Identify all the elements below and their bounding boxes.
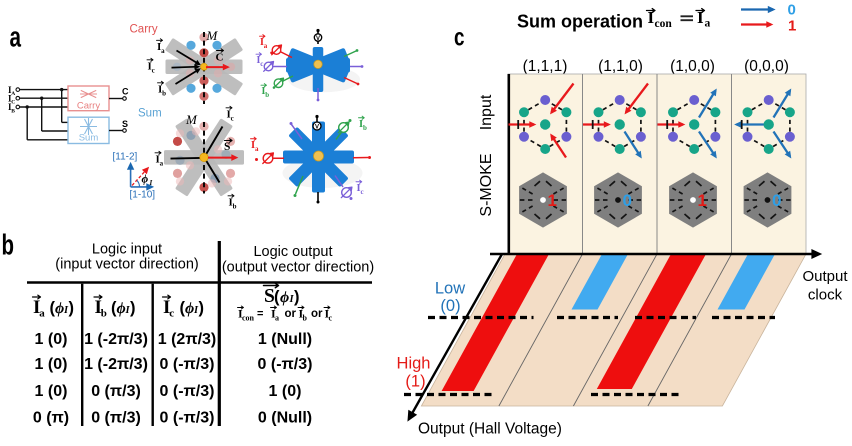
svg-text:[11-2]: [11-2] [113, 152, 138, 163]
svg-text:b: b [265, 91, 269, 99]
svg-text:a: a [275, 313, 279, 322]
svg-text:a: a [161, 47, 165, 55]
svg-text:): ) [199, 299, 205, 317]
svg-text:c: c [152, 67, 155, 75]
svg-text:1: 1 [548, 191, 557, 210]
svg-text:c: c [329, 313, 333, 322]
svg-text:ϕ: ϕ [280, 289, 289, 306]
svg-text:b: b [303, 313, 308, 322]
svg-text:(1,1,1): (1,1,1) [523, 58, 568, 75]
svg-text:Carry: Carry [77, 101, 100, 112]
svg-text:Output (Hall Voltage): Output (Hall Voltage) [418, 421, 562, 438]
svg-text:con: con [655, 18, 673, 30]
svg-text:Carry: Carry [130, 24, 158, 36]
svg-text:0: 0 [623, 191, 632, 210]
svg-text:1 (0): 1 (0) [35, 356, 68, 373]
svg-text:0 (-π/3): 0 (-π/3) [160, 383, 215, 400]
svg-text:(1,1,0): (1,1,0) [598, 58, 643, 75]
svg-text:Output: Output [802, 268, 848, 285]
svg-text:=: = [257, 308, 263, 320]
svg-text:b: b [363, 124, 367, 132]
svg-text:ϕ: ϕ [142, 174, 149, 186]
svg-text:0 (π/3): 0 (π/3) [91, 383, 141, 400]
svg-text:Logic output: Logic output [253, 244, 332, 260]
svg-text:(input vector direction): (input vector direction) [55, 257, 198, 273]
svg-text:1: 1 [698, 191, 707, 210]
svg-text:(0,0,0): (0,0,0) [744, 58, 789, 75]
svg-text:0: 0 [788, 2, 796, 19]
svg-text:): ) [69, 299, 75, 317]
svg-text:0 (π/3): 0 (π/3) [91, 409, 141, 426]
svg-text:1 (Null): 1 (Null) [258, 331, 312, 348]
svg-text:High: High [397, 355, 431, 373]
svg-text:1 (-2π/3): 1 (-2π/3) [84, 356, 148, 373]
svg-text:(1): (1) [405, 373, 425, 391]
svg-text:[1-10]: [1-10] [130, 190, 156, 201]
svg-text:0 (Null): 0 (Null) [258, 409, 312, 426]
svg-text:): ) [130, 299, 136, 317]
svg-text:c: c [454, 24, 465, 52]
svg-text:a: a [39, 308, 45, 320]
svg-text:c: c [360, 188, 363, 196]
svg-text:C: C [216, 52, 224, 64]
svg-text:C: C [11, 100, 15, 106]
svg-text:Sum: Sum [79, 133, 99, 144]
svg-text:B: B [11, 109, 15, 115]
svg-text:M: M [206, 28, 219, 43]
svg-text:1: 1 [788, 17, 796, 34]
svg-text:ϕ: ϕ [185, 300, 194, 317]
svg-text:Sum operation: Sum operation [517, 12, 643, 32]
svg-text:ϕ: ϕ [117, 300, 126, 317]
svg-text:b: b [233, 203, 237, 211]
svg-text:0 (-π/3): 0 (-π/3) [160, 356, 215, 373]
svg-text:b: b [162, 90, 166, 98]
svg-text:1 (2π/3): 1 (2π/3) [158, 331, 217, 348]
svg-text:V: V [315, 125, 319, 131]
svg-text:A: A [11, 91, 15, 97]
svg-text:ϕ: ϕ [55, 300, 64, 317]
svg-text:a: a [10, 22, 22, 54]
svg-text:a: a [255, 145, 259, 153]
svg-text:a: a [705, 18, 711, 30]
svg-text:C: C [122, 87, 129, 97]
svg-text:or: or [311, 308, 323, 320]
svg-text:S-MOKE: S-MOKE [478, 153, 495, 216]
svg-text:M: M [185, 112, 198, 127]
svg-text:0: 0 [772, 191, 781, 210]
svg-text:a: a [264, 42, 268, 50]
svg-text:S: S [122, 119, 128, 129]
svg-text:c: c [231, 115, 234, 123]
svg-text:1 (0): 1 (0) [35, 383, 68, 400]
svg-text:(0): (0) [440, 297, 460, 315]
svg-text:1 (-2π/3): 1 (-2π/3) [84, 331, 148, 348]
svg-text:V: V [316, 36, 320, 42]
svg-text:a: a [160, 160, 164, 168]
svg-text:Input: Input [478, 94, 495, 130]
svg-text:I: I [149, 179, 153, 187]
svg-text:c: c [169, 308, 174, 320]
svg-text:1 (0): 1 (0) [35, 331, 68, 348]
svg-text:c: c [260, 60, 263, 68]
svg-text:(1,0,0): (1,0,0) [670, 58, 715, 75]
svg-text:b: b [101, 308, 107, 320]
svg-text:1 (0): 1 (0) [269, 383, 302, 400]
svg-text:): ) [294, 288, 300, 306]
svg-text:con: con [242, 313, 255, 322]
svg-text:or: or [285, 308, 297, 320]
svg-text:Logic input: Logic input [92, 242, 162, 258]
svg-text:0 (-π/3): 0 (-π/3) [258, 356, 313, 373]
svg-text:Low: Low [435, 280, 465, 298]
svg-text:0 (-π/3): 0 (-π/3) [160, 409, 215, 426]
svg-text:b: b [2, 230, 14, 262]
svg-text:Sum: Sum [138, 108, 162, 120]
svg-text:clock: clock [808, 287, 843, 304]
svg-text:(output vector direction): (output vector direction) [222, 260, 374, 276]
svg-text:0 (π): 0 (π) [33, 409, 69, 426]
svg-text:S: S [224, 141, 230, 153]
